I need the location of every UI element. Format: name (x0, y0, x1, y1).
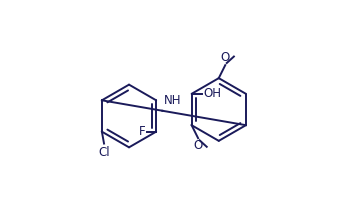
Text: OH: OH (203, 87, 221, 100)
Text: O: O (194, 140, 203, 152)
Text: Cl: Cl (98, 146, 110, 159)
Text: O: O (221, 51, 230, 64)
Text: NH: NH (163, 94, 181, 107)
Text: F: F (139, 125, 146, 138)
